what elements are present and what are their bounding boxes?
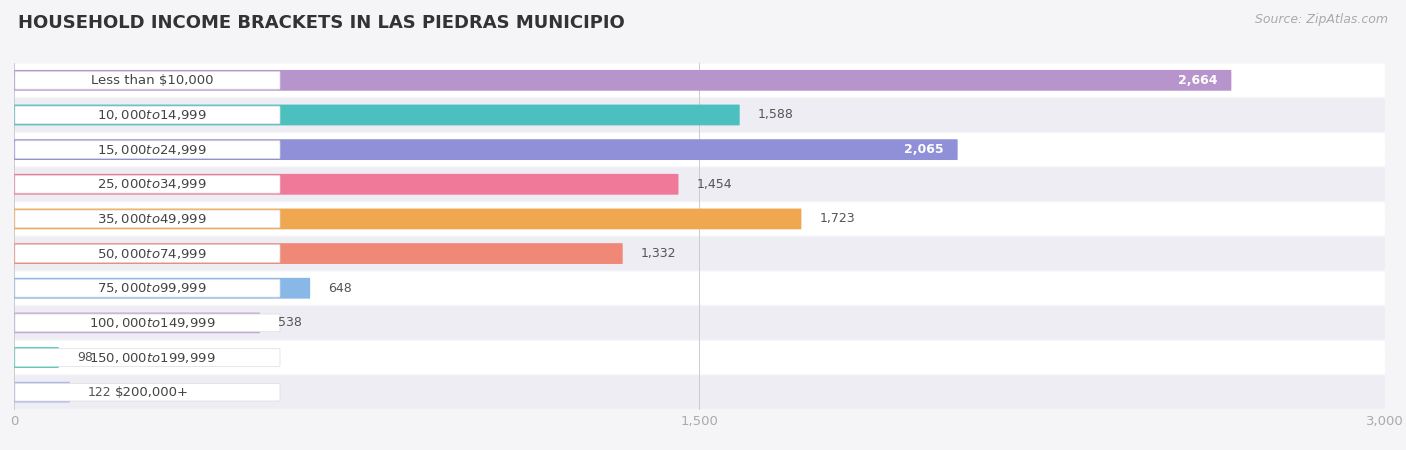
FancyBboxPatch shape xyxy=(14,99,1385,131)
Text: Less than $10,000: Less than $10,000 xyxy=(90,74,214,87)
FancyBboxPatch shape xyxy=(14,278,311,299)
FancyBboxPatch shape xyxy=(14,133,1385,166)
Text: 538: 538 xyxy=(278,316,302,329)
Text: 2,664: 2,664 xyxy=(1178,74,1218,87)
Text: 1,588: 1,588 xyxy=(758,108,794,122)
FancyBboxPatch shape xyxy=(15,314,280,332)
FancyBboxPatch shape xyxy=(14,174,679,195)
Text: $35,000 to $49,999: $35,000 to $49,999 xyxy=(97,212,207,226)
FancyBboxPatch shape xyxy=(15,141,280,158)
Text: HOUSEHOLD INCOME BRACKETS IN LAS PIEDRAS MUNICIPIO: HOUSEHOLD INCOME BRACKETS IN LAS PIEDRAS… xyxy=(18,14,626,32)
FancyBboxPatch shape xyxy=(15,279,280,297)
FancyBboxPatch shape xyxy=(14,376,1385,409)
FancyBboxPatch shape xyxy=(15,245,280,262)
Text: $15,000 to $24,999: $15,000 to $24,999 xyxy=(97,143,207,157)
FancyBboxPatch shape xyxy=(15,349,280,366)
FancyBboxPatch shape xyxy=(14,64,1385,97)
Text: 122: 122 xyxy=(89,386,111,399)
Text: Source: ZipAtlas.com: Source: ZipAtlas.com xyxy=(1254,14,1388,27)
FancyBboxPatch shape xyxy=(14,347,59,368)
Text: 2,065: 2,065 xyxy=(904,143,943,156)
Text: 1,454: 1,454 xyxy=(697,178,733,191)
FancyBboxPatch shape xyxy=(14,382,70,403)
Text: $150,000 to $199,999: $150,000 to $199,999 xyxy=(89,351,215,364)
FancyBboxPatch shape xyxy=(15,383,280,401)
FancyBboxPatch shape xyxy=(14,243,623,264)
FancyBboxPatch shape xyxy=(15,176,280,193)
Text: $50,000 to $74,999: $50,000 to $74,999 xyxy=(97,247,207,261)
FancyBboxPatch shape xyxy=(15,106,280,124)
Text: 648: 648 xyxy=(329,282,352,295)
FancyBboxPatch shape xyxy=(14,312,260,333)
FancyBboxPatch shape xyxy=(14,306,1385,339)
Text: 1,723: 1,723 xyxy=(820,212,855,225)
FancyBboxPatch shape xyxy=(15,210,280,228)
FancyBboxPatch shape xyxy=(14,237,1385,270)
FancyBboxPatch shape xyxy=(14,70,1232,91)
Text: 98: 98 xyxy=(77,351,93,364)
FancyBboxPatch shape xyxy=(14,208,801,230)
Text: $25,000 to $34,999: $25,000 to $34,999 xyxy=(97,177,207,191)
Text: 1,332: 1,332 xyxy=(641,247,676,260)
FancyBboxPatch shape xyxy=(15,72,280,89)
FancyBboxPatch shape xyxy=(14,104,740,126)
FancyBboxPatch shape xyxy=(14,168,1385,201)
FancyBboxPatch shape xyxy=(14,139,957,160)
FancyBboxPatch shape xyxy=(14,341,1385,374)
Text: $10,000 to $14,999: $10,000 to $14,999 xyxy=(97,108,207,122)
FancyBboxPatch shape xyxy=(14,202,1385,235)
Text: $200,000+: $200,000+ xyxy=(115,386,188,399)
FancyBboxPatch shape xyxy=(14,272,1385,305)
Text: $100,000 to $149,999: $100,000 to $149,999 xyxy=(89,316,215,330)
Text: $75,000 to $99,999: $75,000 to $99,999 xyxy=(97,281,207,295)
